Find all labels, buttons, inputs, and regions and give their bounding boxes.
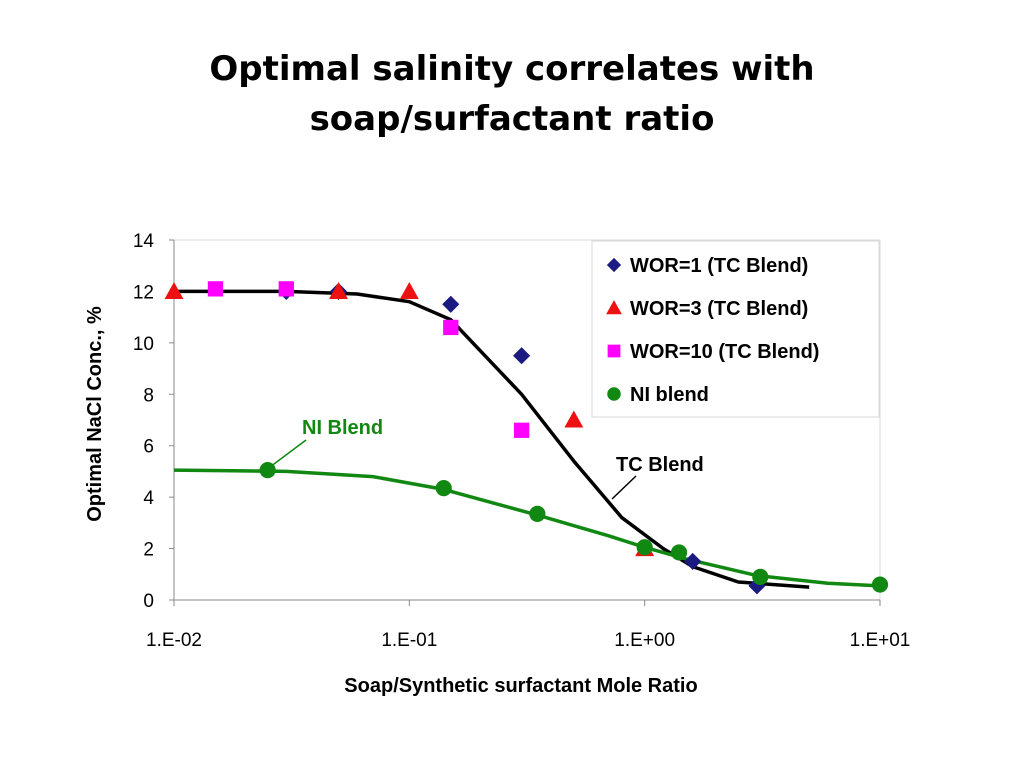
y-axis-label: Optimal NaCl Conc., % bbox=[84, 306, 106, 522]
legend-diamond-icon bbox=[606, 257, 622, 273]
legend-square-icon bbox=[607, 344, 621, 358]
legend-triangle-icon bbox=[606, 300, 622, 315]
ni-blend-trend-line bbox=[173, 468, 881, 588]
triangle-data-point bbox=[399, 281, 419, 299]
diamond-data-point bbox=[684, 552, 702, 570]
y-tick-label: 6 bbox=[143, 437, 154, 458]
square-data-point bbox=[207, 281, 224, 297]
y-tick-label: 8 bbox=[143, 385, 154, 406]
circle-data-point bbox=[435, 480, 452, 497]
y-tick-label: 12 bbox=[133, 282, 154, 303]
legend-entry-label: WOR=3 (TC Blend) bbox=[630, 298, 808, 320]
diamond-data-point bbox=[513, 347, 531, 365]
legend-entry-label: NI blend bbox=[630, 384, 709, 406]
diamond-data-point bbox=[442, 295, 460, 313]
circle-data-point bbox=[670, 544, 688, 561]
x-tick-label: 1.E+00 bbox=[614, 630, 675, 651]
square-data-point bbox=[513, 422, 530, 438]
y-tick-label: 4 bbox=[143, 488, 154, 509]
circle-data-point bbox=[871, 576, 889, 593]
slide-title-line-1: Optimal salinity correlates with bbox=[209, 49, 815, 89]
ni-blend-annotation: NI Blend bbox=[302, 417, 383, 439]
y-tick-label: 14 bbox=[133, 231, 155, 252]
y-tick-label: 0 bbox=[143, 591, 154, 612]
x-tick-label: 1.E-02 bbox=[146, 630, 202, 651]
legend-box bbox=[591, 240, 880, 418]
tc-blend-trend-line bbox=[174, 289, 810, 589]
legend-entry-label: WOR=10 (TC Blend) bbox=[630, 341, 819, 363]
circle-data-point bbox=[529, 505, 546, 522]
tc-blend-annotation: TC Blend bbox=[616, 454, 704, 476]
legend-entry-label: WOR=1 (TC Blend) bbox=[630, 255, 808, 277]
ni-blend-leader-line bbox=[265, 439, 307, 471]
slide-title: Optimal salinity correlates with soap/su… bbox=[0, 44, 1024, 144]
square-data-point bbox=[443, 319, 459, 336]
triangle-data-point bbox=[164, 281, 184, 299]
y-tick-label: 10 bbox=[133, 334, 154, 355]
triangle-data-point bbox=[329, 281, 348, 299]
x-tick-label: 1.E-01 bbox=[381, 630, 437, 651]
y-tick-label: 2 bbox=[143, 540, 154, 561]
circle-data-point bbox=[636, 539, 653, 556]
slide-title-line-2: soap/surfactant ratio bbox=[309, 99, 715, 139]
square-data-point bbox=[278, 281, 294, 297]
x-axis-label: Soap/Synthetic surfactant Mole Ratio bbox=[344, 675, 697, 697]
circle-data-point bbox=[752, 568, 769, 585]
legend-circle-icon bbox=[607, 387, 621, 401]
tc-blend-leader-line bbox=[611, 475, 637, 500]
triangle-data-point bbox=[564, 410, 584, 428]
x-tick-label: 1.E+01 bbox=[850, 630, 911, 651]
